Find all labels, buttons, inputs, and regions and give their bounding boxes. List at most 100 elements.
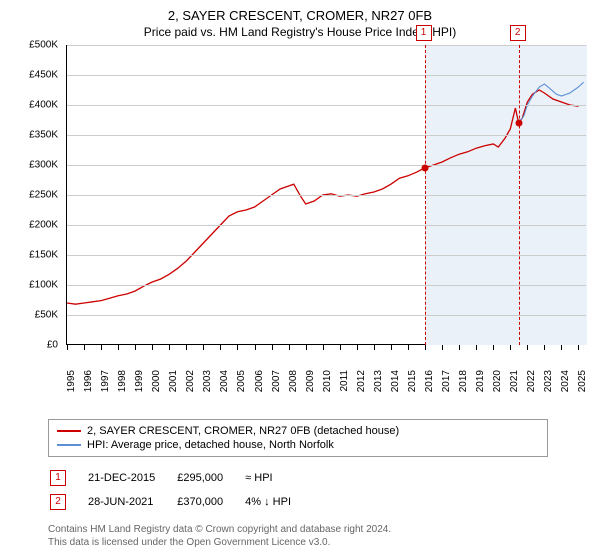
- x-tick: [84, 345, 85, 350]
- sale-marker-box: 1: [416, 25, 432, 41]
- x-axis-label: 2007: [271, 370, 282, 402]
- sale-price: £370,000: [177, 491, 243, 513]
- x-tick: [493, 345, 494, 350]
- sale-marker-box: 2: [510, 25, 526, 41]
- x-axis-label: 2025: [577, 370, 588, 402]
- y-axis-label: £150K: [18, 250, 58, 261]
- sale-divider: [425, 45, 426, 345]
- footer-line-1: Contains HM Land Registry data © Crown c…: [48, 523, 568, 536]
- gridline: [67, 45, 586, 46]
- gridline: [67, 165, 586, 166]
- legend-label: HPI: Average price, detached house, Nort…: [87, 439, 334, 451]
- x-tick: [323, 345, 324, 350]
- x-axis-label: 2013: [373, 370, 384, 402]
- x-axis-label: 2023: [543, 370, 554, 402]
- x-tick: [169, 345, 170, 350]
- gridline: [67, 105, 586, 106]
- y-axis-label: £350K: [18, 130, 58, 141]
- gridline: [67, 225, 586, 226]
- y-axis-label: £50K: [18, 310, 58, 321]
- y-axis-label: £100K: [18, 280, 58, 291]
- gridline: [67, 195, 586, 196]
- series-hpi: [519, 82, 584, 123]
- x-tick: [152, 345, 153, 350]
- footer-note: Contains HM Land Registry data © Crown c…: [48, 523, 568, 549]
- sale-price: £295,000: [177, 467, 243, 489]
- x-tick: [442, 345, 443, 350]
- x-tick: [272, 345, 273, 350]
- footer-line-2: This data is licensed under the Open Gov…: [48, 536, 568, 549]
- sales-row: 121-DEC-2015£295,000≈ HPI: [50, 467, 311, 489]
- sale-dot: [515, 120, 522, 127]
- x-axis-label: 2012: [356, 370, 367, 402]
- x-tick: [476, 345, 477, 350]
- x-axis-label: 2001: [168, 370, 179, 402]
- sales-row: 2 28-JUN-2021£370,0004% ↓ HPI: [50, 491, 311, 513]
- x-tick: [544, 345, 545, 350]
- x-tick: [510, 345, 511, 350]
- x-tick: [425, 345, 426, 350]
- legend: 2, SAYER CRESCENT, CROMER, NR27 0FB (det…: [48, 419, 548, 457]
- plot-area: [66, 45, 586, 345]
- sale-delta: 4% ↓ HPI: [245, 491, 311, 513]
- x-axis-label: 1997: [100, 370, 111, 402]
- x-axis-label: 2003: [202, 370, 213, 402]
- x-tick: [340, 345, 341, 350]
- gridline: [67, 135, 586, 136]
- x-axis-label: 2002: [185, 370, 196, 402]
- x-tick: [135, 345, 136, 350]
- x-axis-label: 2004: [219, 370, 230, 402]
- x-tick: [391, 345, 392, 350]
- x-tick: [527, 345, 528, 350]
- gridline: [67, 75, 586, 76]
- x-axis-label: 2021: [509, 370, 520, 402]
- gridline: [67, 285, 586, 286]
- x-tick: [220, 345, 221, 350]
- x-tick: [374, 345, 375, 350]
- x-axis-label: 2017: [441, 370, 452, 402]
- x-axis-label: 2019: [475, 370, 486, 402]
- sale-delta: ≈ HPI: [245, 467, 311, 489]
- gridline: [67, 315, 586, 316]
- x-axis-label: 1996: [83, 370, 94, 402]
- legend-row: HPI: Average price, detached house, Nort…: [57, 438, 539, 452]
- x-tick: [101, 345, 102, 350]
- x-tick: [186, 345, 187, 350]
- x-tick: [306, 345, 307, 350]
- sale-divider: [519, 45, 520, 345]
- x-tick: [237, 345, 238, 350]
- x-tick: [118, 345, 119, 350]
- y-axis-label: £300K: [18, 160, 58, 171]
- x-tick: [203, 345, 204, 350]
- legend-swatch: [57, 444, 81, 446]
- sales-table: 121-DEC-2015£295,000≈ HPI 2 28-JUN-2021£37…: [48, 465, 313, 515]
- gridline: [67, 255, 586, 256]
- x-axis-label: 1999: [134, 370, 145, 402]
- sale-date: 28-JUN-2021: [88, 491, 175, 513]
- y-axis-label: £400K: [18, 100, 58, 111]
- x-axis-label: 2008: [288, 370, 299, 402]
- x-axis-label: 2016: [424, 370, 435, 402]
- x-axis-label: 2005: [236, 370, 247, 402]
- x-axis-label: 2022: [526, 370, 537, 402]
- x-axis-label: 2018: [458, 370, 469, 402]
- x-axis-label: 2009: [305, 370, 316, 402]
- title: 2, SAYER CRESCENT, CROMER, NR27 0FB: [0, 0, 600, 23]
- y-axis-label: £200K: [18, 220, 58, 231]
- x-axis-label: 2006: [254, 370, 265, 402]
- sale-index: 1: [50, 470, 66, 486]
- x-axis-label: 2020: [492, 370, 503, 402]
- x-tick: [578, 345, 579, 350]
- x-axis-label: 1995: [66, 370, 77, 402]
- x-tick: [561, 345, 562, 350]
- x-tick: [357, 345, 358, 350]
- sale-dot: [421, 165, 428, 172]
- series-property: [67, 90, 578, 304]
- x-axis-label: 1998: [117, 370, 128, 402]
- sale-index: 2: [50, 494, 66, 510]
- legend-row: 2, SAYER CRESCENT, CROMER, NR27 0FB (det…: [57, 424, 539, 438]
- x-tick: [289, 345, 290, 350]
- x-axis-label: 2011: [339, 370, 350, 402]
- x-tick: [459, 345, 460, 350]
- y-axis-label: £450K: [18, 70, 58, 81]
